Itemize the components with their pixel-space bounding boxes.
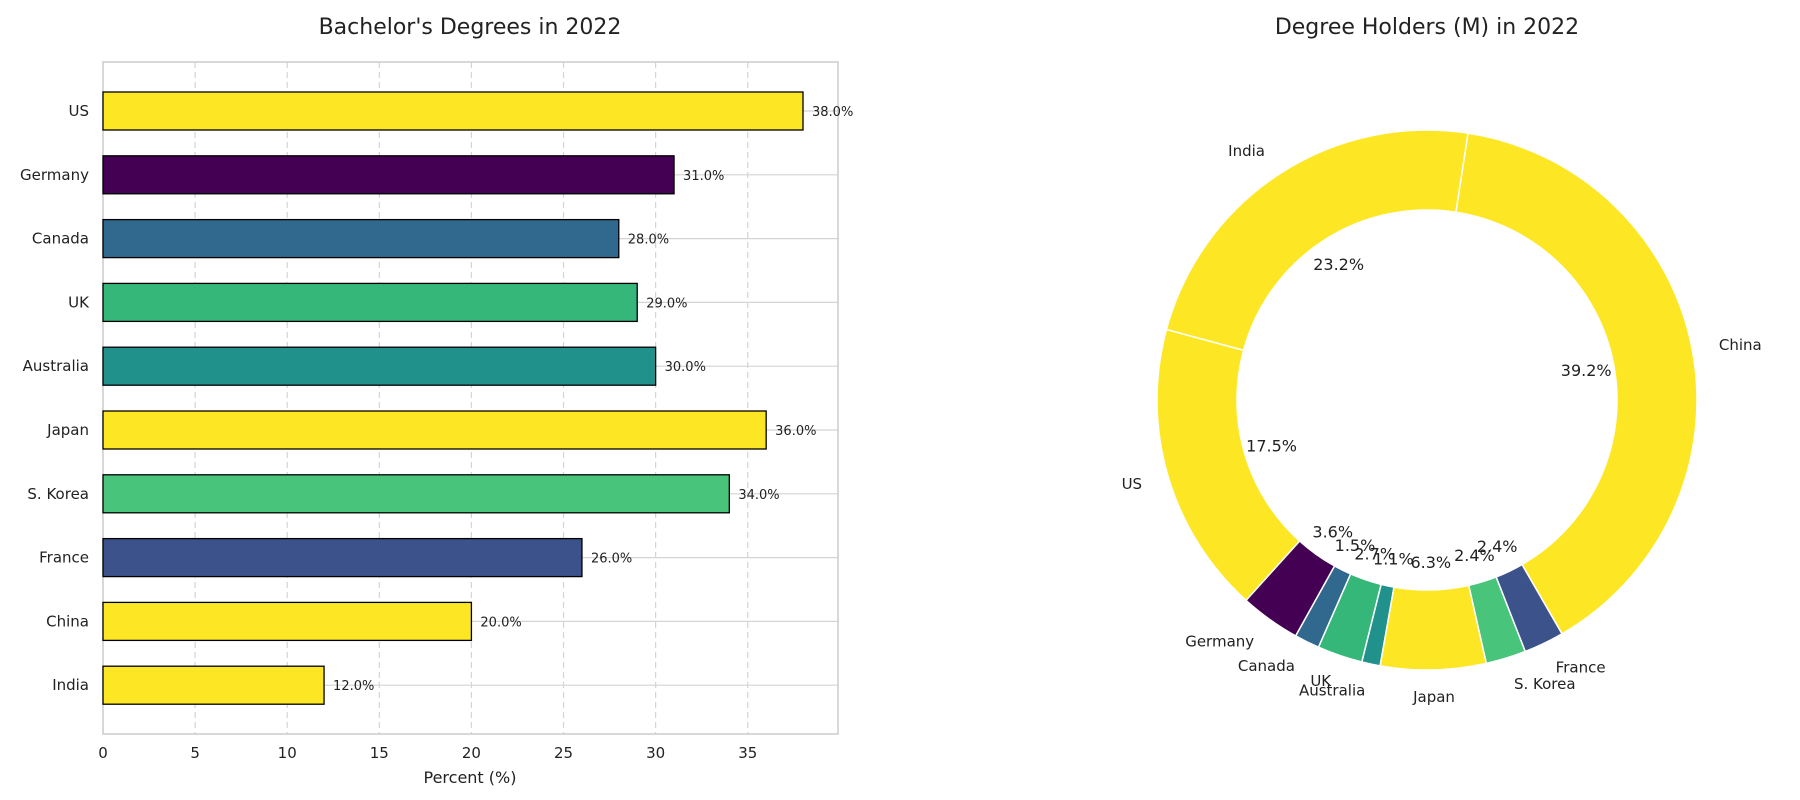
bar-value-label: 36.0% — [775, 424, 816, 439]
bar-x-tick-labels: 0 5 10 15 20 25 30 35 — [98, 744, 757, 762]
bar-chart-title: Bachelor's Degrees in 2022 — [319, 15, 622, 40]
x-tick-label: 15 — [370, 744, 389, 762]
y-tick-label: India — [52, 676, 89, 694]
bar — [102, 601, 473, 642]
x-tick-label: 35 — [738, 744, 757, 762]
donut-category-label: S. Korea — [1514, 675, 1576, 693]
bar — [102, 410, 767, 450]
donut-percent-label: 6.3% — [1410, 553, 1451, 572]
bar-value-label: 26.0% — [591, 552, 632, 567]
bar — [102, 218, 620, 259]
bar-value-label: 12.0% — [333, 679, 374, 694]
bar — [102, 155, 675, 195]
x-tick-label: 20 — [462, 744, 481, 762]
y-tick-label: US — [68, 102, 89, 120]
donut-percent-label: 39.2% — [1561, 361, 1612, 380]
donut-category-label: China — [1719, 336, 1762, 354]
donut-percent-label: 1.1% — [1373, 549, 1414, 568]
donut-percent-label: 17.5% — [1246, 437, 1297, 456]
donut-category-label: UK — [1310, 672, 1332, 690]
donut-chart: Degree Holders (M) in 2022 China 39.2% Ind… — [1122, 15, 1762, 706]
bar — [102, 537, 583, 578]
donut-category-label: Germany — [1185, 633, 1254, 651]
y-tick-label: Germany — [20, 166, 89, 184]
y-tick-label: UK — [68, 293, 90, 311]
donut-category-label: Australia — [1299, 682, 1365, 700]
y-tick-label: France — [39, 549, 89, 567]
donut-wedge — [1455, 132, 1698, 635]
bar-value-label: 20.0% — [480, 615, 521, 630]
y-tick-label: Japan — [46, 421, 89, 439]
bar-series: 38.0% 31.0% 28.0% 29.0% 30.0% 36.0% 34.0% 26.0%… — [102, 91, 853, 705]
x-tick-label: 5 — [190, 744, 200, 762]
bar-value-label: 31.0% — [683, 169, 724, 184]
x-tick-label: 10 — [278, 744, 297, 762]
bar — [102, 282, 638, 323]
bar-y-tick-labels: US Germany Canada UK Australia Japan S. Korea F… — [20, 102, 90, 694]
donut-wedge — [1165, 129, 1469, 352]
bar-plot-frame — [102, 61, 839, 735]
bar-value-label: 28.0% — [628, 233, 669, 248]
bar-value-label: 29.0% — [646, 296, 687, 311]
donut-category-label: US — [1122, 475, 1143, 493]
donut-percent-label: 2.7% — [1354, 544, 1395, 563]
donut-category-label: India — [1228, 142, 1265, 160]
x-tick-label: 30 — [646, 744, 665, 762]
bar — [102, 474, 730, 514]
bar-value-label: 38.0% — [812, 105, 853, 120]
y-tick-label: China — [46, 612, 89, 630]
bar — [102, 665, 325, 705]
bar-x-axis-label: Percent (%) — [424, 768, 517, 787]
bar-chart: Bachelor's Degrees in 2022 38.0% 31.0% 28.… — [20, 15, 853, 787]
donut-wedge — [1495, 563, 1564, 653]
donut-chart-title: Degree Holders (M) in 2022 — [1275, 15, 1579, 40]
bar — [102, 346, 657, 386]
bar-value-label: 30.0% — [665, 360, 706, 375]
donut-category-label: France — [1556, 659, 1606, 677]
bar — [102, 91, 804, 131]
bar-value-label: 34.0% — [738, 488, 779, 503]
y-tick-label: S. Korea — [27, 485, 89, 503]
donut-wedge — [1156, 328, 1301, 602]
donut-wedge — [1379, 584, 1488, 671]
donut-labels: China 39.2% India 23.2% US 17.5% Germany 3.6% Ca… — [1122, 142, 1762, 706]
y-tick-label: Australia — [23, 357, 89, 375]
donut-percent-label: 1.5% — [1335, 536, 1376, 555]
donut-percent-label: 3.6% — [1312, 523, 1353, 542]
y-tick-label: Canada — [32, 230, 89, 248]
donut-percent-label: 23.2% — [1313, 255, 1364, 274]
donut-percent-label: 2.4% — [1454, 546, 1495, 565]
donut-wedges — [1156, 129, 1698, 671]
x-tick-label: 25 — [554, 744, 573, 762]
donut-category-label: Canada — [1238, 657, 1295, 675]
x-tick-label: 0 — [98, 744, 108, 762]
donut-percent-label: 2.4% — [1477, 537, 1518, 556]
donut-category-label: Japan — [1412, 688, 1455, 706]
